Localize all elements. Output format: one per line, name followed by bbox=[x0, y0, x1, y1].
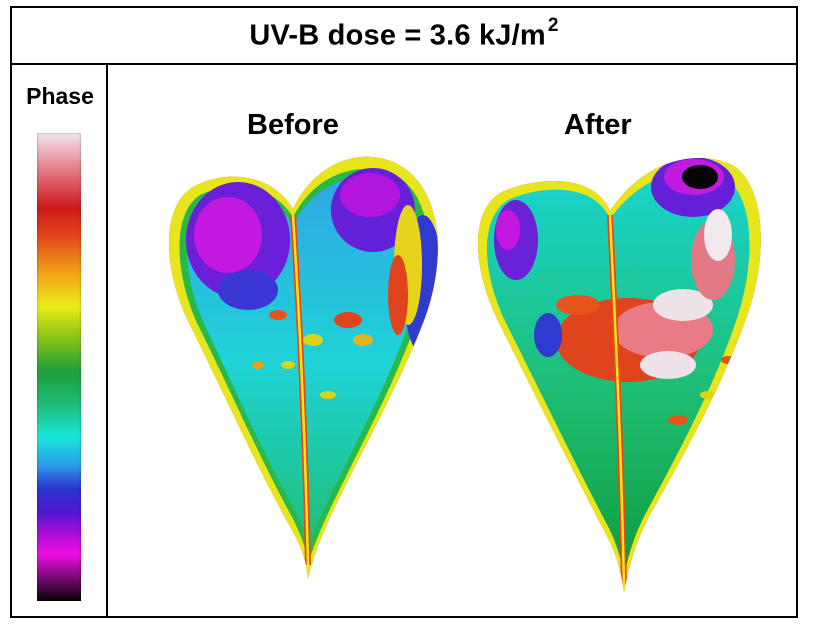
before-leaf-thermogram bbox=[169, 156, 438, 580]
title-superscript: 2 bbox=[547, 15, 559, 37]
phase-colorbar bbox=[37, 133, 81, 601]
after-label: After bbox=[564, 109, 632, 141]
leaf-image-panel: Before After bbox=[108, 65, 796, 616]
leaf-thermograms bbox=[169, 156, 761, 594]
title-bar: UV-B dose = 3.6 kJ/m 2 bbox=[12, 8, 796, 65]
before-label: Before bbox=[247, 109, 339, 141]
figure-frame: UV-B dose = 3.6 kJ/m 2 Phase Before After bbox=[10, 6, 798, 618]
legend-column: Phase bbox=[12, 65, 108, 616]
after-leaf-thermogram bbox=[477, 158, 761, 594]
figure-title: UV-B dose = 3.6 kJ/m 2 bbox=[249, 15, 559, 52]
legend-label: Phase bbox=[26, 83, 94, 109]
